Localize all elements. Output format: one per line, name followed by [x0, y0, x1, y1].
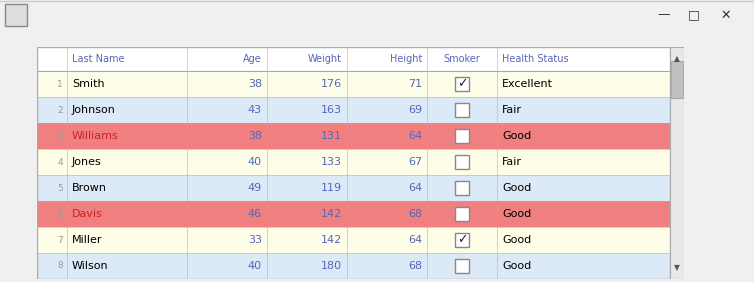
Text: 68: 68 [408, 209, 422, 219]
Text: —: — [657, 8, 670, 21]
Text: Johnson: Johnson [72, 105, 116, 115]
Text: □: □ [688, 8, 700, 21]
Text: Wilson: Wilson [72, 261, 109, 271]
FancyBboxPatch shape [455, 259, 469, 273]
FancyBboxPatch shape [455, 129, 469, 143]
FancyBboxPatch shape [455, 155, 469, 169]
Text: Age: Age [244, 54, 262, 64]
Text: 40: 40 [248, 261, 262, 271]
Text: 3: 3 [57, 131, 63, 140]
Text: 43: 43 [248, 105, 262, 115]
Text: 6: 6 [57, 210, 63, 219]
FancyBboxPatch shape [37, 201, 670, 227]
Text: 64: 64 [408, 183, 422, 193]
Text: Smoker: Smoker [443, 54, 480, 64]
Text: Health Status: Health Status [502, 54, 569, 64]
Text: 49: 49 [248, 183, 262, 193]
FancyBboxPatch shape [37, 149, 670, 175]
Text: 33: 33 [248, 235, 262, 245]
Text: Good: Good [502, 235, 532, 245]
Text: ✕: ✕ [721, 8, 731, 21]
FancyBboxPatch shape [37, 47, 670, 71]
FancyBboxPatch shape [455, 207, 469, 221]
Text: 38: 38 [248, 131, 262, 141]
Text: 64: 64 [408, 131, 422, 141]
Text: 40: 40 [248, 157, 262, 167]
Text: 142: 142 [320, 235, 342, 245]
Text: ✓: ✓ [457, 78, 467, 91]
Text: 69: 69 [408, 105, 422, 115]
Text: Good: Good [502, 209, 532, 219]
FancyBboxPatch shape [37, 175, 670, 201]
Text: 163: 163 [321, 105, 342, 115]
Text: Excellent: Excellent [502, 79, 553, 89]
Text: 67: 67 [408, 157, 422, 167]
FancyBboxPatch shape [671, 61, 683, 98]
FancyBboxPatch shape [37, 97, 670, 123]
Text: ▼: ▼ [674, 263, 680, 272]
Text: Last Name: Last Name [72, 54, 124, 64]
FancyBboxPatch shape [670, 47, 684, 279]
Text: ✓: ✓ [457, 233, 467, 246]
Text: 142: 142 [320, 209, 342, 219]
Text: 8: 8 [57, 261, 63, 270]
Text: Davis: Davis [72, 209, 103, 219]
Text: Jones: Jones [72, 157, 102, 167]
Text: 119: 119 [321, 183, 342, 193]
Text: 131: 131 [321, 131, 342, 141]
Text: 38: 38 [248, 79, 262, 89]
Text: Smith: Smith [72, 79, 105, 89]
Text: Brown: Brown [72, 183, 107, 193]
Text: Miller: Miller [72, 235, 103, 245]
Text: 5: 5 [57, 184, 63, 193]
Text: 2: 2 [57, 105, 63, 114]
Text: 4: 4 [57, 158, 63, 166]
Text: Fair: Fair [502, 105, 522, 115]
Text: 64: 64 [408, 235, 422, 245]
FancyBboxPatch shape [5, 4, 27, 26]
FancyBboxPatch shape [37, 253, 670, 279]
Text: Good: Good [502, 183, 532, 193]
Text: 1: 1 [57, 80, 63, 89]
Text: Williams: Williams [72, 131, 118, 141]
FancyBboxPatch shape [37, 71, 670, 97]
FancyBboxPatch shape [455, 181, 469, 195]
Text: Good: Good [502, 261, 532, 271]
Text: 176: 176 [321, 79, 342, 89]
Text: 133: 133 [321, 157, 342, 167]
Text: Fair: Fair [502, 157, 522, 167]
FancyBboxPatch shape [37, 123, 670, 149]
Text: ▲: ▲ [674, 54, 680, 63]
FancyBboxPatch shape [455, 233, 469, 247]
Text: 7: 7 [57, 235, 63, 244]
Text: 46: 46 [248, 209, 262, 219]
FancyBboxPatch shape [37, 227, 670, 253]
Text: 68: 68 [408, 261, 422, 271]
Text: 71: 71 [408, 79, 422, 89]
Text: Height: Height [390, 54, 422, 64]
Text: 180: 180 [321, 261, 342, 271]
FancyBboxPatch shape [455, 103, 469, 117]
FancyBboxPatch shape [455, 77, 469, 91]
Text: Weight: Weight [308, 54, 342, 64]
Text: Good: Good [502, 131, 532, 141]
